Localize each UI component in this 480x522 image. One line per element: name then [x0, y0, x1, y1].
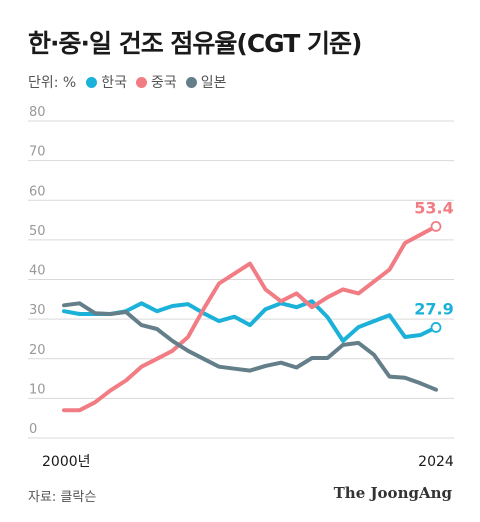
x-tick-label-end: 2024 — [418, 454, 454, 470]
legend-item-korea: 한국 — [86, 72, 127, 92]
y-tick-label-40: 40 — [29, 264, 46, 279]
unit-label: 단위: % — [28, 75, 77, 91]
legend-swatch-korea — [86, 76, 98, 88]
legend-label-china: 중국 — [151, 75, 177, 91]
brand-logo-text: The JoongAng — [333, 484, 452, 502]
legend-label-korea: 한국 — [101, 75, 127, 91]
legend: 단위: % 한국 중국 일본 — [28, 72, 236, 92]
y-tick-label-20: 20 — [29, 343, 46, 358]
y-tick-label-0: 0 — [29, 422, 37, 437]
end-value-label-china: 53.4 — [414, 198, 453, 217]
series-line-china — [62, 224, 438, 413]
x-tick-label-start: 2000년 — [42, 454, 91, 470]
chart-title: 한·중·일 건조 점유율(CGT 기준) — [28, 29, 362, 58]
end-marker-china — [430, 221, 442, 232]
y-tick-label-10: 10 — [29, 382, 46, 397]
source-note: 자료: 클락슨 — [28, 490, 97, 505]
end-marker-korea — [430, 322, 442, 333]
legend-item-china: 중국 — [136, 72, 177, 92]
legend-swatch-japan — [185, 76, 197, 88]
series-line-japan — [62, 301, 438, 392]
y-tick-label-60: 60 — [29, 184, 46, 199]
y-tick-label-50: 50 — [29, 224, 46, 239]
legend-item-japan: 일본 — [185, 72, 227, 92]
end-value-label-korea: 27.9 — [414, 299, 453, 318]
legend-swatch-china — [136, 76, 147, 88]
legend-label-japan: 일본 — [200, 75, 227, 91]
y-tick-label-30: 30 — [29, 303, 46, 318]
series-line-korea — [62, 299, 438, 343]
y-tick-label-80: 80 — [29, 105, 46, 120]
y-tick-label-70: 70 — [29, 145, 46, 160]
